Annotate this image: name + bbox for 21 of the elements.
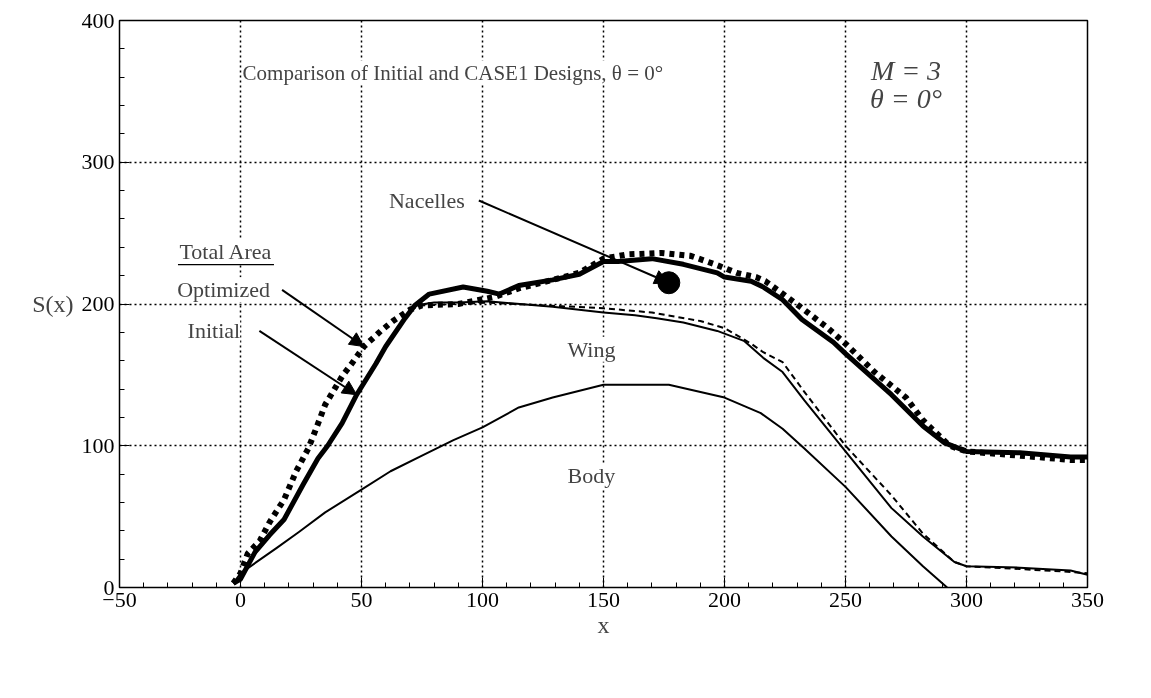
y-tick-label: 400	[81, 7, 115, 33]
y-tick-label: 100	[81, 432, 115, 458]
y-tick-label: 200	[81, 291, 115, 316]
x-tick-label: 350	[1071, 586, 1104, 612]
annotation: Optimized	[177, 277, 270, 303]
x-tick-label: 50	[350, 586, 373, 612]
annotation: Body	[567, 463, 616, 489]
x-tick-label: 250	[829, 586, 862, 612]
x-tick-label: 200	[708, 586, 741, 612]
x-axis-title: x	[597, 611, 610, 638]
x-tick-label: 100	[466, 586, 499, 612]
y-tick-label: 300	[81, 149, 115, 175]
x-tick-label: 300	[950, 586, 983, 612]
annotation: Total Area	[179, 239, 272, 265]
y-axis-title: S(x)	[32, 291, 74, 317]
annotation: Initial	[187, 318, 241, 344]
x-tick-label: 0	[235, 586, 246, 612]
text: Comparison of Initial and CASE1 Designs, θ = 0°	[242, 60, 664, 85]
x-tick-label: 150	[587, 586, 620, 612]
annotation: Nacelles	[388, 188, 465, 214]
annotation: Wing	[567, 336, 616, 362]
